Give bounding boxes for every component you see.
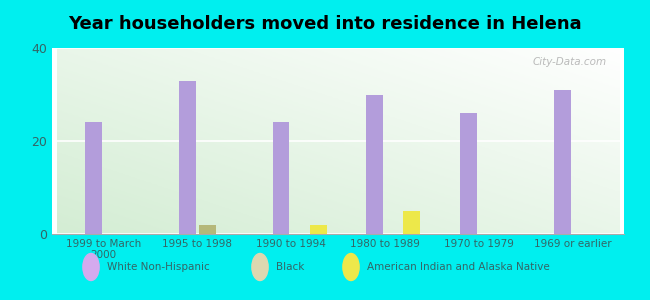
Bar xyxy=(460,113,477,234)
Bar xyxy=(85,122,102,234)
Bar xyxy=(554,90,571,234)
Ellipse shape xyxy=(252,254,268,280)
Text: City-Data.com: City-Data.com xyxy=(533,57,607,67)
Ellipse shape xyxy=(343,254,359,280)
Bar xyxy=(404,211,421,234)
Text: Black: Black xyxy=(276,262,305,272)
Bar xyxy=(309,225,326,234)
Bar xyxy=(179,80,196,234)
Bar xyxy=(272,122,289,234)
Text: White Non-Hispanic: White Non-Hispanic xyxy=(107,262,210,272)
Bar xyxy=(367,94,384,234)
Text: American Indian and Alaska Native: American Indian and Alaska Native xyxy=(367,262,550,272)
Text: Year householders moved into residence in Helena: Year householders moved into residence i… xyxy=(68,15,582,33)
Bar xyxy=(199,225,216,234)
Ellipse shape xyxy=(83,254,99,280)
